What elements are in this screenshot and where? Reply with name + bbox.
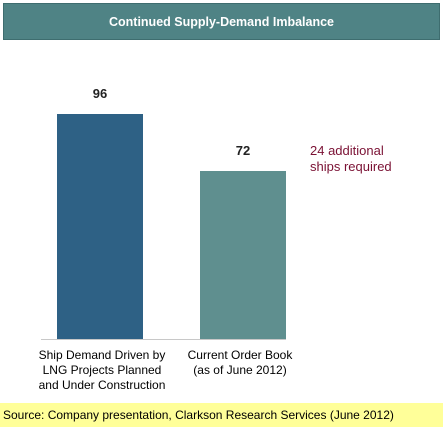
bar-value-label-2: 72 [235, 142, 251, 158]
gap-annotation-line-1: 24 additional [310, 143, 384, 158]
category-label-1: Ship Demand Driven by LNG Projects Plann… [38, 348, 166, 392]
gap-annotation-line-2: ships required [310, 159, 392, 174]
bar-2 [200, 170, 286, 339]
bar-value-label-1: 96 [92, 86, 108, 102]
source-note: Source: Company presentation, Clarkson R… [0, 403, 443, 427]
chart-title: Continued Supply-Demand Imbalance [108, 14, 335, 29]
chart-title-banner: Continued Supply-Demand Imbalance [3, 3, 440, 40]
gap-annotation: 24 additional ships required [310, 143, 392, 175]
x-axis-baseline [41, 339, 286, 340]
category-label-2: Current Order Book (as of June 2012) [187, 348, 293, 377]
bar-1 [57, 114, 143, 339]
